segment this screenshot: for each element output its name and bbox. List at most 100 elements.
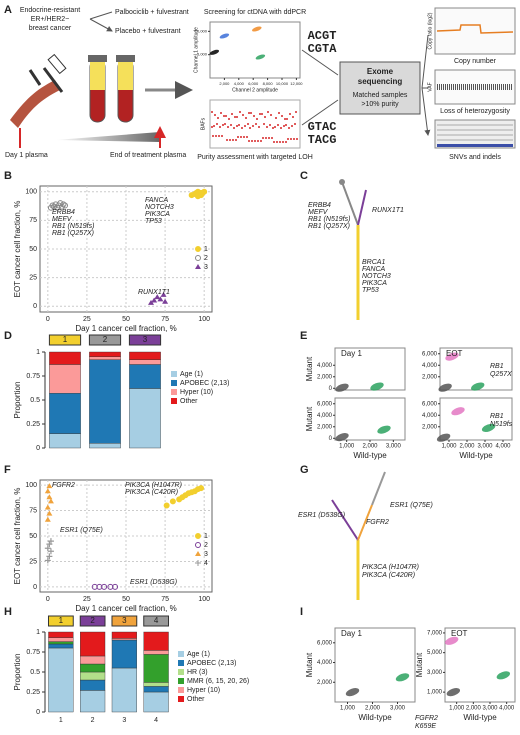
legend-label: Hyper (10) bbox=[187, 687, 220, 694]
legend-swatch bbox=[178, 669, 184, 675]
bar-segment bbox=[111, 667, 137, 713]
legend-label: 4 bbox=[204, 560, 208, 567]
x-axis-label: Wild-type bbox=[459, 451, 493, 460]
x-axis-label: Day 1 cancer cell fraction, % bbox=[75, 324, 176, 333]
sequence: ACGT bbox=[308, 29, 337, 43]
x-tick-label: 100 bbox=[198, 596, 210, 603]
cohort: breast cancer bbox=[29, 25, 72, 32]
legend-label: Hyper (10) bbox=[180, 389, 213, 396]
dot bbox=[248, 112, 250, 114]
dot bbox=[280, 127, 282, 129]
y-tick-label: 10,000 bbox=[195, 28, 208, 33]
droplet-cluster bbox=[444, 636, 459, 645]
point bbox=[47, 498, 54, 504]
dot bbox=[229, 139, 231, 141]
y-tick-label: 0.75 bbox=[26, 649, 40, 656]
y-axis-label: Mutant bbox=[305, 652, 314, 677]
bar-segment bbox=[143, 682, 169, 687]
y-axis-label: Mutant bbox=[305, 406, 314, 431]
y-tick-label: 0 bbox=[36, 709, 40, 716]
dot bbox=[234, 116, 236, 118]
dot bbox=[222, 124, 224, 126]
arrow bbox=[301, 34, 428, 135]
note: N519fs bbox=[490, 421, 513, 428]
point bbox=[46, 494, 53, 500]
droplet-cluster bbox=[255, 54, 266, 60]
dot bbox=[223, 115, 225, 117]
dot bbox=[289, 113, 291, 115]
y-tick-label: 2,000 bbox=[422, 424, 438, 430]
dot bbox=[262, 137, 264, 139]
legend-swatch bbox=[171, 389, 177, 395]
droplet-cluster bbox=[345, 688, 360, 697]
dot bbox=[231, 113, 233, 115]
dot bbox=[236, 125, 238, 127]
annotation: ERBB4 bbox=[52, 209, 75, 216]
dot bbox=[263, 123, 265, 125]
bar-segment bbox=[80, 671, 106, 681]
point bbox=[44, 545, 51, 552]
dot bbox=[275, 117, 277, 119]
bar-segment bbox=[80, 679, 106, 691]
category-label: 3 bbox=[143, 335, 148, 344]
x-tick-label: 3 bbox=[122, 717, 126, 724]
point bbox=[101, 583, 108, 590]
y-axis-label: Proportion bbox=[13, 654, 22, 691]
x-tick-label: 2,000 bbox=[466, 706, 482, 712]
loh-dots bbox=[211, 111, 298, 143]
dot bbox=[244, 125, 246, 127]
x-tick-label: 3,000 bbox=[482, 706, 498, 712]
dot bbox=[284, 118, 286, 120]
y-tick-label: 6,000 bbox=[317, 640, 333, 646]
dot bbox=[225, 115, 227, 117]
dot bbox=[257, 140, 259, 142]
point bbox=[44, 557, 51, 564]
droplet-cluster bbox=[209, 49, 220, 55]
annotation: NOTCH3 bbox=[362, 273, 391, 280]
point bbox=[62, 202, 69, 209]
y-axis-label: Mutant bbox=[305, 356, 314, 381]
sequence: CGTA bbox=[308, 42, 338, 56]
legend-label: Age (1) bbox=[180, 371, 203, 378]
annotation: FGFR2 bbox=[52, 482, 75, 489]
x-tick-label: 75 bbox=[161, 596, 169, 603]
subplot-title: Day 1 bbox=[341, 349, 362, 358]
arm: Palbociclib + fulvestrant bbox=[115, 9, 189, 16]
dot bbox=[243, 136, 245, 138]
droplet-cluster bbox=[252, 26, 262, 32]
category-label: 2 bbox=[103, 335, 108, 344]
annotation: MEFV bbox=[52, 216, 73, 223]
bar-segment bbox=[143, 650, 169, 655]
plot-area bbox=[334, 347, 406, 391]
x-tick-label: 2,000 bbox=[219, 81, 230, 86]
dot bbox=[256, 118, 258, 120]
subplot-title: Day 1 bbox=[341, 629, 362, 638]
dot bbox=[238, 124, 240, 126]
annotation: TP53 bbox=[362, 287, 379, 294]
y-tick-label: 6,000 bbox=[422, 351, 438, 357]
dot bbox=[279, 141, 281, 143]
dot bbox=[276, 141, 278, 143]
droplet-cluster bbox=[446, 688, 461, 697]
category-header bbox=[143, 615, 170, 627]
x-tick-label: 4,000 bbox=[234, 81, 245, 86]
dot bbox=[294, 123, 296, 125]
annotation: ESR1 (Q75E) bbox=[60, 527, 103, 534]
x-tick-label: 10,000 bbox=[276, 81, 289, 86]
y-tick-label: 75 bbox=[29, 507, 37, 514]
dot bbox=[254, 140, 256, 142]
x-tick-label: 2,000 bbox=[459, 444, 475, 450]
point bbox=[46, 541, 53, 548]
droplet-cluster bbox=[335, 383, 349, 392]
category-label: 1 bbox=[59, 616, 64, 625]
point bbox=[162, 298, 169, 304]
dot bbox=[233, 127, 235, 129]
x-tick-label: 25 bbox=[83, 316, 91, 323]
dot bbox=[266, 126, 268, 128]
bar-segment bbox=[111, 631, 137, 639]
bar-segment bbox=[49, 433, 81, 449]
category-header bbox=[111, 615, 138, 627]
dot bbox=[247, 123, 249, 125]
syringe bbox=[28, 67, 64, 93]
dot bbox=[221, 135, 223, 137]
